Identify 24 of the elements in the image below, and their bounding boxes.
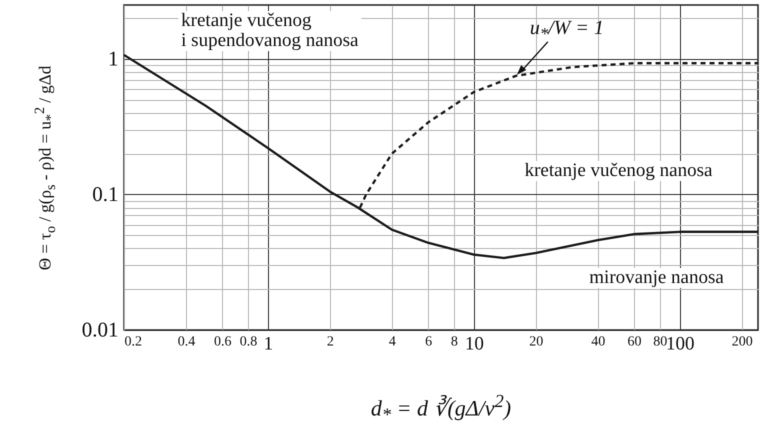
x-tick-label: 0.4	[178, 334, 196, 350]
x-tick-label: 80	[653, 334, 668, 350]
y-tick-label: 1	[108, 46, 118, 70]
y-tick-label: 0.1	[92, 182, 118, 206]
annotation: mirovanje nanosa	[586, 267, 727, 288]
annotation: kretanje vučenog i supendovanog nanosa	[178, 10, 362, 51]
x-axis-title: d$_{*}$ = d ∛(gΔ/ν$^{2}$)	[370, 391, 512, 425]
x-tick-label: 8	[450, 334, 458, 350]
x-tick-label: 1	[264, 334, 274, 354]
x-tick-label: 2	[326, 334, 334, 350]
x-tick-label: 60	[628, 334, 642, 350]
x-tick-label: 0.6	[214, 334, 232, 350]
x-tick-label: 6	[425, 334, 432, 350]
x-tick-label: 100	[666, 334, 694, 354]
annotation: kretanje vučenog nanosa	[522, 160, 716, 181]
x-tick-label: 0.2	[124, 334, 142, 350]
x-tick-label: 0.8	[240, 334, 258, 350]
x-tick-label: 200	[732, 334, 753, 350]
x-tick-label: 20	[529, 334, 544, 350]
y-tick-label: 0.01	[82, 318, 118, 342]
x-tick-label: 4	[388, 334, 396, 350]
x-tick-label: 10	[464, 334, 484, 354]
annotation: u$_{*}$/W = 1	[530, 16, 604, 43]
x-tick-label: 40	[591, 334, 606, 350]
